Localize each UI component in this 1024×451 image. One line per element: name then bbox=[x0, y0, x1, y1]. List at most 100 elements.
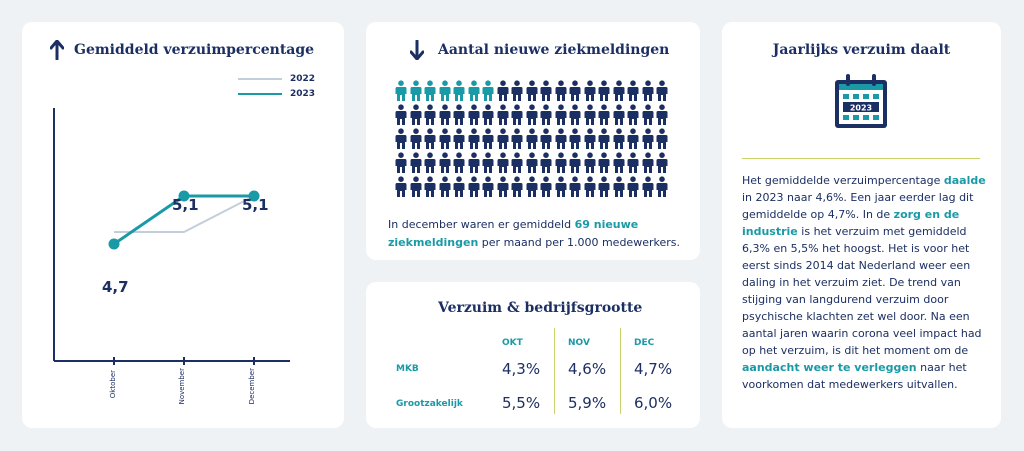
person-icon bbox=[496, 104, 511, 126]
person-icon bbox=[568, 80, 583, 102]
verzuimpercentage-card: Gemiddeld verzuimpercentage 2022 2023 4,… bbox=[22, 22, 344, 428]
person-icon bbox=[510, 128, 525, 150]
person-icon bbox=[394, 80, 409, 102]
person-icon bbox=[525, 104, 540, 126]
person-icon bbox=[597, 80, 612, 102]
person-icon bbox=[597, 104, 612, 126]
cell-mkb-okt: 4,3% bbox=[502, 360, 541, 378]
person-icon bbox=[467, 80, 482, 102]
person-icon bbox=[539, 176, 554, 198]
person-icon bbox=[626, 176, 641, 198]
person-icon bbox=[626, 128, 641, 150]
person-icon bbox=[467, 104, 482, 126]
person-icon bbox=[394, 128, 409, 150]
person-icon bbox=[568, 128, 583, 150]
person-icon bbox=[612, 176, 627, 198]
column-header-okt: OKT bbox=[502, 338, 523, 348]
person-icon bbox=[452, 128, 467, 150]
person-icon bbox=[510, 176, 525, 198]
person-icon bbox=[467, 128, 482, 150]
axis-label-december: December bbox=[248, 368, 256, 405]
person-icon bbox=[626, 152, 641, 174]
cell-groot-nov: 5,9% bbox=[568, 394, 607, 412]
person-icon bbox=[554, 128, 569, 150]
data-label-okt: 4,7 bbox=[102, 278, 129, 296]
card-title: Gemiddeld verzuimpercentage bbox=[74, 42, 315, 58]
divider bbox=[742, 158, 980, 159]
data-point-2023-1 bbox=[178, 190, 190, 202]
person-icon bbox=[438, 104, 453, 126]
person-icon bbox=[641, 176, 656, 198]
person-icon bbox=[539, 128, 554, 150]
arrow-up-icon bbox=[50, 40, 64, 60]
ziekmeldingen-card: Aantal nieuwe ziekmeldingen In december … bbox=[366, 22, 700, 260]
person-icon bbox=[626, 80, 641, 102]
column-header-nov: NOV bbox=[568, 338, 590, 348]
person-icon bbox=[510, 104, 525, 126]
person-icon bbox=[438, 128, 453, 150]
person-icon bbox=[626, 104, 641, 126]
person-icon bbox=[525, 80, 540, 102]
person-icon bbox=[423, 176, 438, 198]
data-point-2023-0 bbox=[108, 238, 120, 250]
person-icon bbox=[597, 128, 612, 150]
column-header-dec: DEC bbox=[634, 338, 655, 348]
person-icon bbox=[568, 104, 583, 126]
person-icon bbox=[452, 80, 467, 102]
person-icon bbox=[510, 152, 525, 174]
person-icon bbox=[452, 104, 467, 126]
person-icon bbox=[423, 80, 438, 102]
series-line-2022 bbox=[114, 195, 255, 233]
person-icon bbox=[409, 104, 424, 126]
person-icon bbox=[539, 152, 554, 174]
person-icon bbox=[583, 176, 598, 198]
axis-label-november: November bbox=[178, 368, 186, 405]
calendar-year: 2023 bbox=[850, 104, 872, 113]
person-icon bbox=[525, 176, 540, 198]
person-icon bbox=[423, 152, 438, 174]
person-icon bbox=[612, 104, 627, 126]
person-icon bbox=[394, 104, 409, 126]
person-icon bbox=[655, 176, 670, 198]
calendar-icon: 2023 bbox=[835, 74, 887, 128]
person-icon bbox=[496, 152, 511, 174]
person-icon bbox=[496, 176, 511, 198]
data-point-2023-2 bbox=[248, 190, 260, 202]
card-title: Aantal nieuwe ziekmeldingen bbox=[438, 42, 670, 58]
person-icon bbox=[394, 152, 409, 174]
person-icon bbox=[554, 176, 569, 198]
person-icon bbox=[655, 104, 670, 126]
person-icon bbox=[423, 128, 438, 150]
person-icon bbox=[452, 152, 467, 174]
person-icon bbox=[496, 128, 511, 150]
ziekmeldingen-note: In december waren er gemiddeld 69 nieuwe… bbox=[388, 218, 680, 249]
person-icon bbox=[467, 152, 482, 174]
line-chart bbox=[53, 108, 290, 365]
person-icon bbox=[583, 128, 598, 150]
person-icon bbox=[641, 80, 656, 102]
person-icon bbox=[597, 176, 612, 198]
person-icon bbox=[583, 152, 598, 174]
cell-groot-dec: 6,0% bbox=[634, 394, 673, 412]
person-icon bbox=[583, 80, 598, 102]
cell-groot-okt: 5,5% bbox=[502, 394, 541, 412]
person-icon bbox=[554, 80, 569, 102]
person-icon bbox=[394, 176, 409, 198]
legend-line-2023 bbox=[238, 92, 282, 95]
cell-mkb-nov: 4,6% bbox=[568, 360, 607, 378]
person-icon bbox=[612, 80, 627, 102]
data-label-nov: 5,1 bbox=[172, 196, 199, 214]
person-icon bbox=[641, 152, 656, 174]
bedrijfsgrootte-card: Verzuim & bedrijfsgrootte OKT NOV DEC MK… bbox=[366, 282, 700, 428]
person-icon bbox=[655, 128, 670, 150]
people-pictogram bbox=[394, 80, 674, 198]
person-icon bbox=[612, 128, 627, 150]
person-icon bbox=[539, 80, 554, 102]
card-title: Jaarlijks verzuim daalt bbox=[772, 42, 951, 58]
person-icon bbox=[568, 152, 583, 174]
person-icon bbox=[481, 128, 496, 150]
person-icon bbox=[438, 80, 453, 102]
person-icon bbox=[409, 152, 424, 174]
person-icon bbox=[568, 176, 583, 198]
arrow-down-icon bbox=[410, 40, 424, 60]
